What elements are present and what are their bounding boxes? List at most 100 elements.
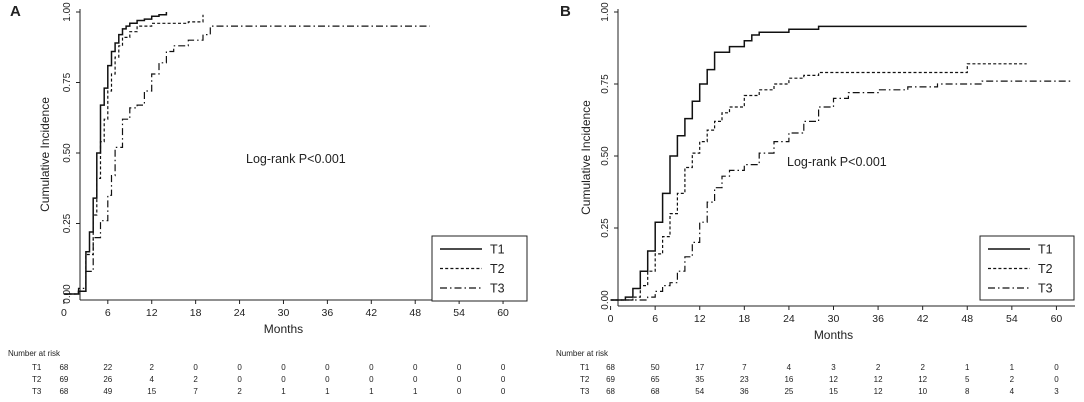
logrank-annotation: Log-rank P<0.001	[787, 155, 887, 169]
y-axis-title: Cumulative Incidence	[579, 100, 593, 215]
y-tick-label: 0.00	[600, 290, 611, 310]
x-tick-label: 42	[917, 313, 929, 325]
risk-cell: 4	[787, 363, 792, 372]
x-tick-label: 24	[234, 307, 246, 319]
risk-cell: 0	[193, 363, 198, 372]
risk-cell: 0	[413, 375, 418, 384]
legend: T1 T2 T3	[979, 235, 1075, 301]
x-tick-label: 24	[783, 313, 795, 325]
logrank-annotation: Log-rank P<0.001	[246, 152, 346, 166]
risk-table-title: Number at risk	[8, 349, 61, 358]
risk-row-label: T2	[580, 375, 590, 384]
series-line-t3	[610, 80, 1072, 301]
risk-cell: 1	[965, 363, 970, 372]
risk-cell: 25	[784, 387, 793, 396]
risk-cell: 1	[413, 387, 418, 396]
risk-cell: 10	[918, 387, 927, 396]
risk-cell: 69	[606, 375, 615, 384]
y-tick-label: 0.75	[62, 72, 73, 92]
risk-cell: 1	[281, 387, 286, 396]
risk-cell: 0	[413, 363, 418, 372]
risk-cell: 1	[1010, 363, 1015, 372]
risk-cell: 3	[1054, 387, 1059, 396]
series-line-t1	[63, 12, 168, 295]
risk-cell: 0	[457, 363, 462, 372]
series-line-t2	[610, 63, 1027, 301]
x-tick-label: 30	[278, 307, 290, 319]
x-tick-label: 60	[1051, 313, 1063, 325]
risk-cell: 50	[651, 363, 660, 372]
legend-label: T2	[490, 262, 505, 276]
risk-cell: 2	[1010, 375, 1015, 384]
y-tick-label: 0.25	[62, 213, 73, 233]
series-line-t2	[63, 14, 204, 295]
risk-cell: 2	[150, 363, 155, 372]
x-tick-label: 36	[322, 307, 334, 319]
risk-cell: 0	[237, 375, 242, 384]
x-tick-label: 48	[409, 307, 421, 319]
x-tick-label: 0	[61, 307, 67, 319]
risk-cell: 0	[281, 375, 286, 384]
x-tick-label: 6	[105, 307, 111, 319]
x-tick-label: 6	[652, 313, 658, 325]
risk-cell: 68	[59, 363, 68, 372]
y-tick-label: 0.50	[62, 143, 73, 163]
risk-cell: 68	[606, 363, 615, 372]
risk-row-label: T1	[580, 363, 590, 372]
risk-cell: 7	[193, 387, 198, 396]
risk-cell: 68	[651, 387, 660, 396]
risk-cell: 5	[965, 375, 970, 384]
risk-table-title: Number at risk	[556, 349, 609, 358]
x-tick-label: 0	[608, 313, 614, 325]
risk-cell: 2	[920, 363, 925, 372]
risk-row-label: T3	[580, 387, 590, 396]
x-tick-label: 30	[828, 313, 840, 325]
risk-cell: 16	[784, 375, 793, 384]
risk-cell: 3	[831, 363, 836, 372]
risk-cell: 0	[1054, 375, 1059, 384]
y-tick-label: 1.00	[600, 2, 611, 22]
legend-label: T2	[1038, 262, 1053, 276]
x-tick-label: 54	[1006, 313, 1018, 325]
risk-cell: 7	[742, 363, 747, 372]
risk-row-label: T2	[32, 375, 42, 384]
panel-b: B0.000.250.500.751.000 6 12 18 24 30 36 42 48 54 6…	[556, 2, 1075, 396]
y-axis-title: Cumulative Incidence	[38, 97, 52, 212]
risk-cell: 12	[918, 375, 927, 384]
risk-cell: 15	[829, 387, 838, 396]
risk-cell: 0	[501, 387, 506, 396]
risk-cell: 0	[1054, 363, 1059, 372]
x-tick-label: 60	[497, 307, 509, 319]
risk-row-label: T1	[32, 363, 42, 372]
y-tick-label: 0.25	[600, 218, 611, 238]
risk-row-label: T3	[32, 387, 42, 396]
legend-label: T1	[1038, 243, 1053, 257]
x-tick-label: 48	[961, 313, 973, 325]
legend-label: T3	[490, 282, 505, 296]
x-axis-title: Months	[264, 322, 303, 336]
risk-cell: 69	[59, 375, 68, 384]
risk-cell: 36	[740, 387, 749, 396]
x-tick-label: 36	[872, 313, 884, 325]
risk-cell: 4	[1010, 387, 1015, 396]
risk-cell: 12	[874, 375, 883, 384]
risk-cell: 65	[651, 375, 660, 384]
y-tick-label: 0.75	[600, 74, 611, 94]
risk-cell: 0	[369, 363, 374, 372]
risk-cell: 8	[965, 387, 970, 396]
risk-cell: 26	[103, 375, 112, 384]
risk-cell: 68	[59, 387, 68, 396]
legend-label: T1	[490, 243, 505, 257]
risk-cell: 54	[695, 387, 704, 396]
x-axis-title: Months	[814, 328, 853, 342]
risk-cell: 2	[237, 387, 242, 396]
risk-cell: 2	[193, 375, 198, 384]
series-line-t1	[610, 25, 1027, 301]
risk-cell: 12	[874, 387, 883, 396]
y-tick-label: 0.50	[600, 146, 611, 166]
risk-cell: 0	[457, 375, 462, 384]
risk-cell: 4	[150, 375, 155, 384]
risk-cell: 0	[237, 363, 242, 372]
risk-cell: 2	[876, 363, 881, 372]
